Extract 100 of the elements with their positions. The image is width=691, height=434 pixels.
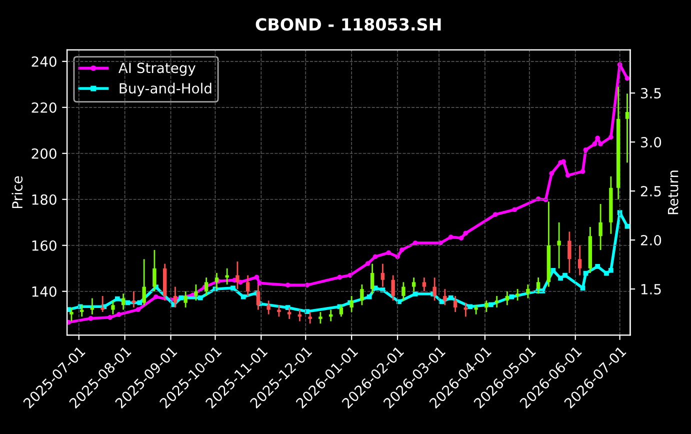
point bbox=[458, 236, 464, 240]
point bbox=[550, 268, 556, 273]
point bbox=[492, 212, 498, 217]
y-tick-label: 160 bbox=[32, 240, 56, 251]
point bbox=[257, 280, 262, 286]
candlestick bbox=[578, 244, 582, 276]
point bbox=[617, 210, 622, 215]
point bbox=[125, 300, 130, 306]
point bbox=[598, 142, 603, 146]
point bbox=[468, 304, 473, 310]
candlestick bbox=[391, 274, 395, 302]
point bbox=[386, 250, 392, 256]
candlestick bbox=[516, 288, 520, 302]
candlestick bbox=[412, 276, 416, 292]
point bbox=[448, 295, 454, 300]
point bbox=[230, 286, 236, 290]
legend-label: Buy-and-Hold bbox=[120, 82, 212, 96]
legend-label: AI Strategy bbox=[118, 62, 196, 76]
y-tick-label: 180 bbox=[32, 194, 56, 205]
point bbox=[624, 224, 630, 229]
point bbox=[608, 268, 614, 273]
point bbox=[67, 307, 71, 312]
point bbox=[566, 172, 570, 178]
candlestick bbox=[494, 295, 499, 308]
point bbox=[549, 170, 554, 176]
point bbox=[488, 302, 494, 308]
point bbox=[198, 295, 203, 300]
point bbox=[67, 320, 71, 325]
point bbox=[412, 240, 418, 246]
point bbox=[116, 312, 122, 317]
y-tick-label: 140 bbox=[32, 286, 56, 297]
point bbox=[88, 316, 94, 321]
point bbox=[558, 276, 563, 281]
point bbox=[372, 254, 378, 260]
point bbox=[583, 270, 588, 276]
point bbox=[438, 240, 443, 246]
point bbox=[395, 254, 400, 260]
point bbox=[304, 282, 310, 288]
candlestick bbox=[380, 263, 385, 288]
point bbox=[366, 294, 372, 300]
candlestick bbox=[625, 92, 630, 164]
candlestick bbox=[598, 203, 602, 251]
y2-tick-label: 3.0 bbox=[640, 136, 662, 148]
point bbox=[595, 264, 600, 269]
y2-tick-label: 2.5 bbox=[640, 186, 661, 196]
y-axis-title: Price bbox=[12, 176, 23, 208]
y2-axis-title: Return bbox=[668, 170, 678, 214]
chart-title: CBOND - 118053.SH bbox=[256, 18, 441, 31]
point bbox=[580, 286, 586, 290]
point bbox=[108, 314, 112, 320]
point bbox=[509, 294, 514, 300]
point bbox=[380, 288, 386, 292]
point bbox=[365, 261, 370, 266]
point bbox=[512, 207, 518, 212]
point bbox=[238, 280, 243, 285]
candlestick bbox=[557, 222, 561, 270]
candlestick bbox=[402, 281, 406, 302]
point bbox=[136, 307, 141, 312]
point bbox=[114, 296, 120, 302]
point bbox=[254, 274, 260, 280]
candlestick bbox=[318, 311, 322, 324]
point bbox=[624, 76, 630, 81]
candlestick bbox=[360, 284, 364, 306]
point bbox=[463, 230, 468, 236]
point bbox=[604, 270, 609, 276]
point bbox=[400, 247, 404, 252]
point bbox=[608, 134, 614, 140]
point bbox=[178, 295, 184, 300]
candlestick bbox=[277, 304, 281, 318]
point bbox=[592, 142, 598, 146]
point bbox=[562, 272, 568, 278]
y2-tick-label: 1.5 bbox=[641, 284, 661, 294]
candlestick bbox=[246, 274, 250, 297]
point bbox=[154, 294, 158, 300]
y-tick-label: 200 bbox=[32, 148, 56, 159]
point bbox=[337, 274, 342, 280]
y-tick-label: 240 bbox=[32, 56, 56, 67]
y-tick-label: 220 bbox=[32, 102, 56, 113]
point bbox=[583, 147, 588, 152]
candlestick bbox=[132, 290, 136, 308]
candlestick bbox=[111, 300, 115, 316]
candlestick bbox=[568, 230, 572, 274]
point bbox=[348, 272, 353, 278]
candlestick bbox=[474, 304, 478, 316]
candlestick bbox=[225, 268, 229, 286]
point bbox=[540, 288, 546, 294]
point bbox=[396, 299, 402, 304]
point bbox=[285, 282, 290, 288]
point bbox=[561, 159, 566, 164]
point bbox=[304, 309, 310, 314]
candlestick bbox=[90, 298, 94, 316]
candlestick bbox=[422, 276, 426, 292]
candlestick bbox=[266, 300, 270, 316]
point bbox=[137, 300, 142, 306]
y2-tick-label: 3.5 bbox=[640, 88, 661, 98]
point bbox=[448, 234, 454, 240]
candlestick bbox=[526, 284, 530, 299]
point bbox=[412, 291, 418, 296]
y2-tick-label: 2.0 bbox=[640, 234, 662, 246]
point bbox=[580, 168, 586, 174]
